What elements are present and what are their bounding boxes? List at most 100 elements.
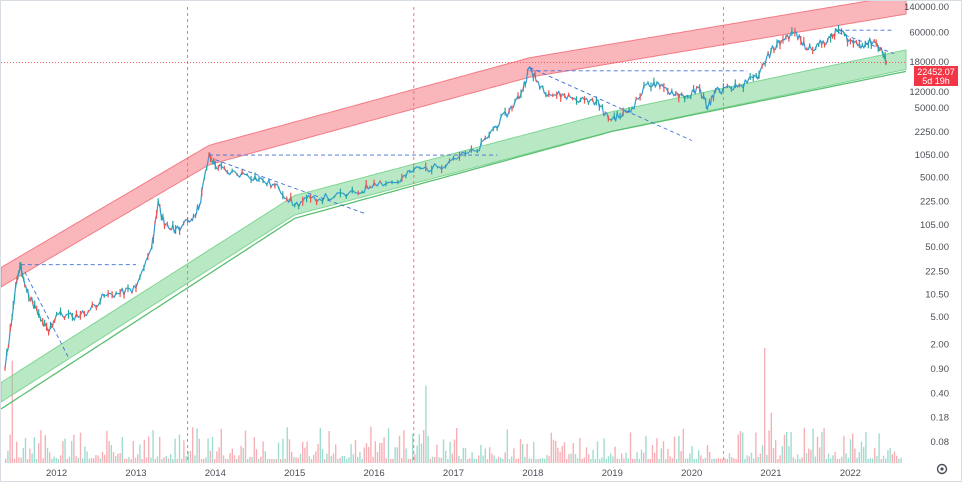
volume-bar [764,348,766,463]
x-tick-label: 2022 [840,468,861,479]
volume-bar [616,458,618,463]
volume-bar [794,458,797,463]
volume-bar [299,453,302,463]
volume-bar [515,458,517,463]
volume-bar [528,458,530,463]
volume-bar [62,441,64,463]
volume-bar [484,448,486,463]
volume-bar [64,438,66,463]
volume-bar [115,455,117,463]
volume-bar [550,432,552,463]
settings-gear-icon[interactable] [936,463,948,475]
volume-bar [431,456,434,463]
volume-bar [896,455,898,463]
volume-bar [167,458,170,463]
volume-bar [880,459,882,463]
volume-bar [770,412,772,463]
volume-bar [405,448,407,463]
volume-bar [775,440,777,463]
volume-bar [22,448,24,463]
volume-bar [634,458,636,463]
volume-bar [669,456,671,463]
volume-bar [649,458,651,463]
y-tick-label: 500.00 [920,173,949,184]
volume-bar [101,451,104,463]
volume-bar [35,459,38,463]
x-tick-label: 2015 [284,468,305,479]
volume-bar [882,455,885,463]
volume-bar [453,439,456,463]
volume-bar [464,447,467,463]
volume-bar [647,459,649,463]
volume-bar [280,459,282,463]
volume-bar [27,459,29,463]
volume-bar [86,451,88,463]
volume-bar [260,456,262,463]
x-tick-label: 2016 [364,468,385,479]
volume-bar [51,458,53,463]
volume-bar [585,447,588,463]
volume-bar [640,449,643,463]
volume-bar [579,437,581,463]
volume-bar [332,453,335,463]
volume-bar [799,458,801,463]
volume-bar [264,451,266,463]
volume-bar [555,440,557,463]
volume-bar [163,457,165,463]
volume-bar [396,447,398,463]
volume-bar [145,457,148,463]
volume-bar [343,456,346,463]
volume-bar [308,456,310,463]
volume-bar [475,459,478,463]
volume-bar [273,458,275,463]
volume-bar [429,458,431,463]
volume-bar [871,458,874,463]
volume-bar [827,453,830,463]
volume-bar [154,458,156,463]
price-layer [4,24,887,371]
volume-bar [121,437,123,463]
volume-bar [821,431,823,463]
volume-bar [451,453,453,463]
volume-bar [317,444,319,463]
volume-bar [255,449,258,463]
volume-bar [702,459,704,463]
volume-bar [427,435,429,463]
volume-bar [187,451,189,463]
y-tick-label: 12000.00 [909,87,949,98]
volume-layer [5,348,902,463]
volume-bar [198,438,200,463]
volume-bar [779,455,781,463]
y-tick-label: 0.08 [931,437,950,448]
volume-bar [275,459,277,463]
volume-bar [834,452,836,463]
volume-bar [390,458,392,463]
y-tick-label: 105.00 [920,220,949,231]
volume-bar [379,442,381,463]
volume-bar [900,457,902,463]
volume-bar [326,453,328,463]
volume-bar [552,439,555,463]
volume-bar [185,456,187,463]
volume-bar [867,459,869,463]
volume-bar [53,456,55,463]
x-axis: 2012 2013 2014 2015 2016 2017 2018 2019 2020 2021… [46,468,861,479]
volume-bar [335,444,337,463]
volume-bar [106,430,108,463]
volume-bar [84,446,86,463]
x-tick-label: 2019 [602,468,623,479]
volume-bar [216,451,218,463]
volume-bar [183,440,185,463]
volume-bar [387,428,390,463]
volume-bar [416,445,418,463]
volume-bar [612,456,614,463]
volume-bar [7,450,9,463]
volume-bar [544,458,546,463]
volume-bar [541,458,544,463]
volume-bar [148,436,150,463]
volume-bar [660,448,662,463]
volume-bar [117,453,119,463]
volume-bar [700,455,702,463]
volume-bar [330,455,332,463]
